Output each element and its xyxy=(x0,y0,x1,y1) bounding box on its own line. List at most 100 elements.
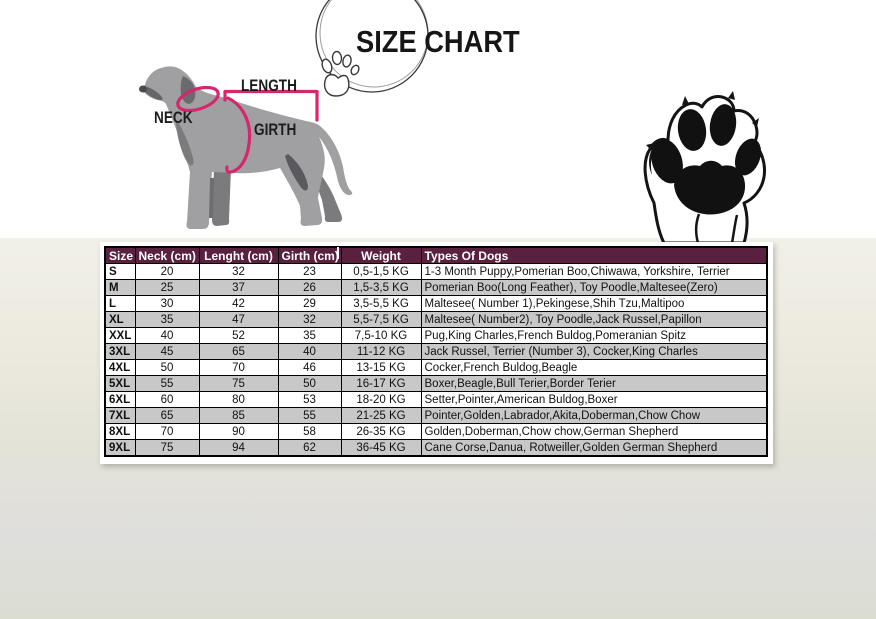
table-cell: 36-45 KG xyxy=(340,439,422,457)
table-cell: 9XL xyxy=(104,439,136,457)
table-cell: 1,5-3,5 KG xyxy=(340,279,422,296)
table-cell: Pointer,Golden,Labrador,Akita,Doberman,C… xyxy=(420,407,768,424)
table-cell: 0,5-1,5 KG xyxy=(340,263,422,280)
dog-far-front-leg xyxy=(212,168,231,226)
table-cell: 23 xyxy=(277,263,342,280)
table-cell: 42 xyxy=(198,295,279,312)
table-cell: 90 xyxy=(198,423,279,440)
table-cell: 53 xyxy=(277,391,342,408)
table-row: 8XL 70 90 58 26-35 KG Golden,Doberman,Chow ch… xyxy=(104,423,768,440)
table-cell: 37 xyxy=(198,279,279,296)
table-row: L 30 42 29 3,5-5,5 KG Maltesee( Number 1),Pek… xyxy=(104,295,768,312)
table-cell: 5,5-7,5 KG xyxy=(340,311,422,328)
table-row: 3XL 45 65 40 11-12 KG Jack Russel, Terrier (N… xyxy=(104,343,768,360)
length-measure-bracket xyxy=(223,89,319,122)
main-pad xyxy=(674,160,746,215)
table-row: 6XL 60 80 53 18-20 KG Setter,Pointer,American… xyxy=(104,391,768,408)
girth-label: GIRTH xyxy=(254,120,297,139)
girth-measure-arc xyxy=(225,96,252,174)
table-cell: 7XL xyxy=(104,407,136,424)
table-cell: L xyxy=(104,295,136,312)
table-cell: 40 xyxy=(277,343,342,360)
table-cell: Maltesee( Number2), Toy Poodle,Jack Russ… xyxy=(420,311,768,328)
measurement-lines xyxy=(176,85,319,174)
table-cell: 21-25 KG xyxy=(340,407,422,424)
table-cell: 45 xyxy=(134,343,200,360)
table-cell: S xyxy=(104,263,136,280)
table-cell: 70 xyxy=(198,359,279,376)
table-cell: XL xyxy=(104,311,136,328)
table-cell: 65 xyxy=(134,407,200,424)
table-cell: Maltesee( Number 1),Pekingese,Shih Tzu,M… xyxy=(420,295,768,312)
table-header-row: Size Neck (cm) Lenght (cm) Girth (cm) Weight… xyxy=(104,246,768,264)
table-cell: Cocker,French Buldog,Beagle xyxy=(420,359,768,376)
table-cell: Pug,King Charles,French Buldog,Pomerania… xyxy=(420,327,768,344)
table-cell: 75 xyxy=(198,375,279,392)
table-row: S 20 32 23 0,5-1,5 KG 1-3 Month Puppy,Pomeria… xyxy=(104,263,768,280)
table-cell: 32 xyxy=(277,311,342,328)
column-header: Lenght (cm) xyxy=(198,246,279,264)
table-cell: 52 xyxy=(198,327,279,344)
table-cell: 26-35 KG xyxy=(340,423,422,440)
table-cell: 50 xyxy=(277,375,342,392)
big-paw-icon xyxy=(643,91,766,243)
table-cell: 32 xyxy=(198,263,279,280)
dog-nose xyxy=(139,85,147,93)
table-body: S 20 32 23 0,5-1,5 KG 1-3 Month Puppy,Pomeria… xyxy=(104,263,768,457)
dog-flank-shading xyxy=(285,154,308,191)
length-label: LENGTH xyxy=(241,76,297,95)
table-cell: 3XL xyxy=(104,343,136,360)
table-cell: 94 xyxy=(198,439,279,457)
table-cell: 50 xyxy=(134,359,200,376)
table-row: XXL 40 52 35 7,5-10 KG Pug,King Charles,Frenc… xyxy=(104,327,768,344)
table-cell: 7,5-10 KG xyxy=(340,327,422,344)
table-cell: 80 xyxy=(198,391,279,408)
table-cell: Pomerian Boo(Long Feather), Toy Poodle,M… xyxy=(420,279,768,296)
table-cell: 30 xyxy=(134,295,200,312)
table-cell: 20 xyxy=(134,263,200,280)
text-cursor xyxy=(337,247,339,259)
neck-measure-ellipse xyxy=(176,85,220,113)
table-cell: 55 xyxy=(277,407,342,424)
table-cell: 11-12 KG xyxy=(340,343,422,360)
column-header: Girth (cm) xyxy=(277,246,342,264)
table-cell: 26 xyxy=(277,279,342,296)
table-cell: 4XL xyxy=(104,359,136,376)
dog-illustration xyxy=(139,66,353,229)
table-cell: 62 xyxy=(277,439,342,457)
neck-label: NECK xyxy=(154,108,193,127)
table-cell: 25 xyxy=(134,279,200,296)
table-cell: 35 xyxy=(134,311,200,328)
table-cell: 35 xyxy=(277,327,342,344)
table-cell: 46 xyxy=(277,359,342,376)
table-cell: 8XL xyxy=(104,423,136,440)
column-header: Size xyxy=(104,246,136,264)
table-cell: 65 xyxy=(198,343,279,360)
table-cell: Boxer,Beagle,Bull Terier,Border Terier xyxy=(420,375,768,392)
table-cell: Cane Corse,Danua, Rotweiller,Golden Germ… xyxy=(420,439,768,457)
table-cell: 85 xyxy=(198,407,279,424)
table-cell: 70 xyxy=(134,423,200,440)
size-table-panel: Size Neck (cm) Lenght (cm) Girth (cm) Weight… xyxy=(100,242,773,464)
dog-ear xyxy=(180,76,196,104)
table-row: 7XL 65 85 55 21-25 KG Pointer,Golden,Labrador… xyxy=(104,407,768,424)
table-cell: 55 xyxy=(134,375,200,392)
table-cell: 18-20 KG xyxy=(340,391,422,408)
column-header: Neck (cm) xyxy=(134,246,200,264)
table-row: 9XL 75 94 62 36-45 KG Cane Corse,Danua, Rotwe… xyxy=(104,439,768,457)
table-cell: 40 xyxy=(134,327,200,344)
table-cell: Golden,Doberman,Chow chow,German Shepher… xyxy=(420,423,768,440)
table-cell: 6XL xyxy=(104,391,136,408)
table-row: 5XL 55 75 50 16-17 KG Boxer,Beagle,Bull Terie… xyxy=(104,375,768,392)
table-cell: 58 xyxy=(277,423,342,440)
dog-chest-shading xyxy=(176,120,194,166)
table-row: 4XL 50 70 46 13-15 KG Cocker,French Buldog,Be… xyxy=(104,359,768,376)
size-table: Size Neck (cm) Lenght (cm) Girth (cm) Weight… xyxy=(104,246,768,457)
column-header: Types Of Dogs xyxy=(420,246,768,264)
table-cell: Setter,Pointer,American Buldog,Boxer xyxy=(420,391,768,408)
column-header: Weight xyxy=(340,246,422,264)
table-cell: 3,5-5,5 KG xyxy=(340,295,422,312)
table-cell: Jack Russel, Terrier (Number 3), Cocker,… xyxy=(420,343,768,360)
table-row: M 25 37 26 1,5-3,5 KG Pomerian Boo(Long Feath… xyxy=(104,279,768,296)
